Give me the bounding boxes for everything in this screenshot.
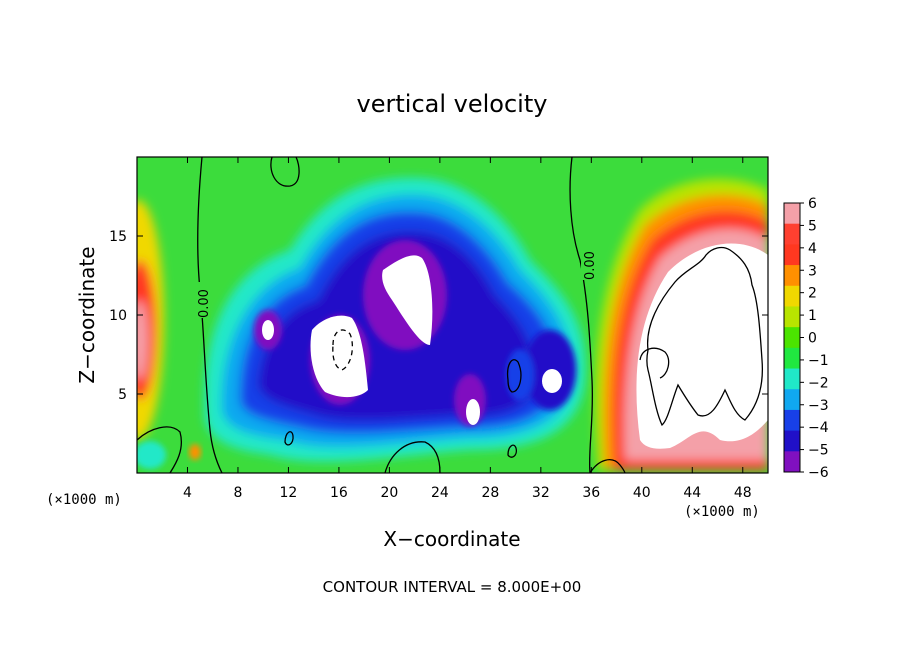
colorbar: 6 5 4 3 2 1 0 −1 −2 −3 −4 −5 −6 [783,196,829,481]
zero-contour-left [197,157,223,473]
x-tick-label: 36 [582,485,600,501]
downdraft-white-small-3 [542,369,562,393]
colorbar-tick-label: 5 [808,218,817,234]
y-tick-label: 5 [118,387,127,403]
contour-label-right: 0.00 [583,251,598,280]
colorbar-swatch [784,409,800,432]
x-tick-label: 28 [481,485,499,501]
x-tick-label: 32 [532,485,550,501]
colorbar-swatch [784,368,800,390]
contour-bottom-mid [384,441,441,473]
contour-right-inner [646,246,764,427]
y-axis-title: Z−coordinate [75,246,99,383]
colorbar-tick-label: −1 [808,353,829,369]
y-axis: 5 10 15 [109,229,768,403]
x-tick-label: 44 [683,485,701,501]
contour-right-inner-2 [639,347,670,379]
colorbar-swatch [784,223,800,245]
x-axis-title: X−coordinate [383,527,520,551]
colorbar-tick-label: −4 [808,420,829,436]
x-tick-label: 4 [183,485,192,501]
downdraft-white-small-2 [466,399,480,425]
downdraft-white-north [382,255,433,345]
contour-bottomleft [137,426,182,473]
y-tick-label: 15 [109,229,127,245]
x-tick-label: 24 [431,485,449,501]
chart-title: vertical velocity [357,90,548,118]
colorbar-tick-label: −2 [808,375,829,391]
colorbar-swatch [784,244,800,266]
colorbar-swatch [784,306,800,328]
contour-bottom-small-1 [284,431,294,446]
x-tick-label: 20 [380,485,398,501]
contour-dashed-inner [332,329,353,371]
right-updraft-white [636,243,768,449]
colorbar-swatch [784,451,800,473]
colorbar-tick-label: −5 [808,443,829,459]
colorbar-tick-label: 1 [808,308,817,324]
downdraft-blue-small [506,349,534,401]
colorbar-swatch [784,327,800,349]
heatmap-field: 0.00 0.00 [137,157,768,473]
downdraft-white-small-1 [262,320,274,340]
colorbar-swatch [784,347,800,370]
contour-bottom-right [589,459,626,473]
surface-orange-left [189,444,201,460]
colorbar-swatch [784,389,800,411]
x-tick-label: 8 [233,485,242,501]
downdraft-white-west [310,315,368,398]
colorbar-swatch [784,430,800,452]
x-tick-label: 12 [280,485,298,501]
x-tick-label: 16 [330,485,348,501]
contour-bottom-small-2 [507,444,517,458]
colorbar-swatch [784,203,800,225]
colorbar-tick-label: −6 [808,465,829,481]
colorbar-tick-label: 6 [808,196,817,212]
contour-interval-note: CONTOUR INTERVAL = 8.000E+00 [323,578,582,596]
x-unit-label-right: (×1000 m) [684,504,760,520]
colorbar-tick-label: 2 [808,286,817,302]
x-axis: 4 8 12 16 20 24 28 32 36 40 44 48 [183,157,752,501]
contour-mid-blob [506,359,522,393]
zero-contour-right [569,157,594,473]
contour-label-bg-left [195,282,211,318]
colorbar-tick-label: 4 [808,241,817,257]
surface-cyan-left [137,441,166,469]
contour-topleft [270,157,300,187]
colorbar-tick-label: 3 [808,263,817,279]
colorbar-tick-label: −3 [808,398,829,414]
x-tick-label: 48 [734,485,752,501]
x-tick-label: 40 [633,485,651,501]
colorbar-swatch [784,265,800,287]
contour-label-group: 0.00 0.00 [195,244,598,318]
colorbar-swatch [784,285,800,307]
left-updraft-peak [137,300,148,380]
contour-lines [137,157,764,473]
colorbar-tick-label: 0 [808,331,817,347]
contour-label-left: 0.00 [197,289,212,318]
y-tick-label: 10 [109,308,127,324]
contour-label-bg-right [581,244,597,280]
x-unit-label-left: (×1000 m) [46,492,122,508]
